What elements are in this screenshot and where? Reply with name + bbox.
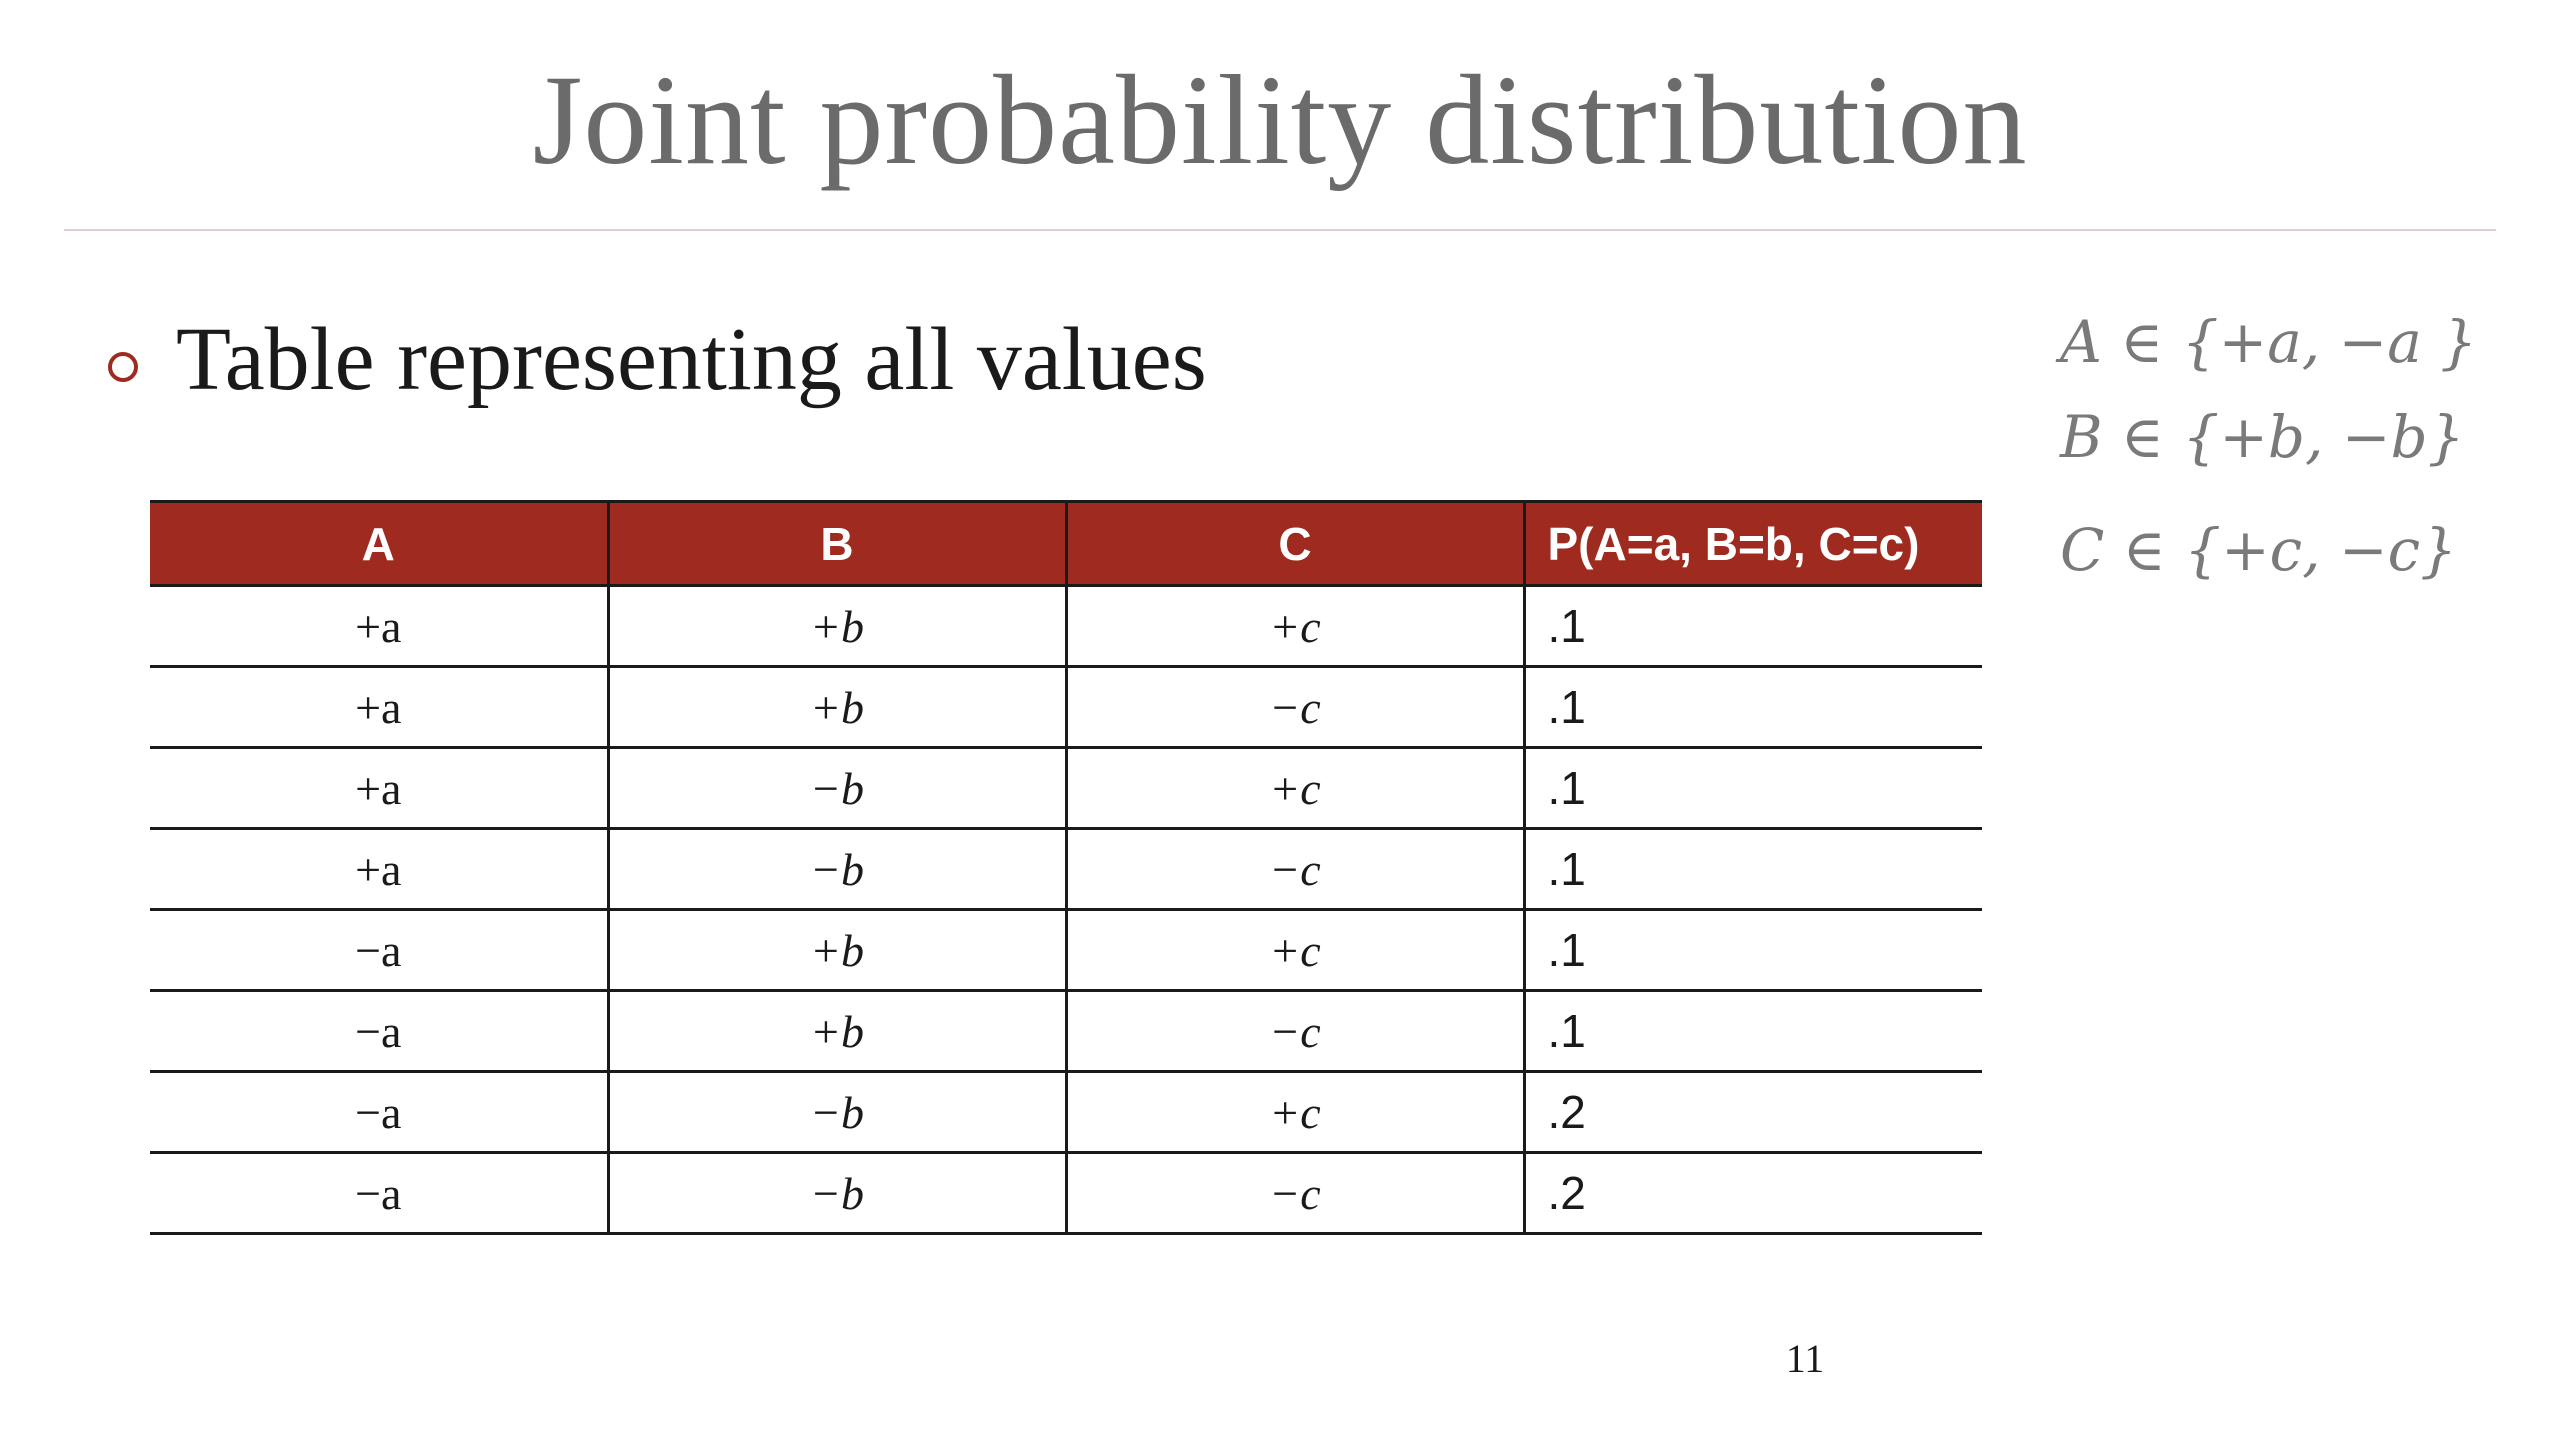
cell-b: −b (606, 1071, 1066, 1154)
table-row: −a +b −c .1 (150, 990, 1982, 1073)
cell-a: −a (150, 909, 608, 992)
table-row: −a −b −c .2 (150, 1152, 1982, 1235)
bullet-item: Table representing all values (108, 300, 1207, 420)
header-a: A (150, 500, 608, 587)
cell-b: +b (606, 585, 1066, 668)
domain-a: A ∈ {+a, −a } (2060, 308, 2478, 376)
domain-b: B ∈ {+b, −b} (2060, 403, 2465, 471)
cell-a: −a (150, 990, 608, 1073)
page-number: 11 (1785, 1336, 1825, 1381)
cell-c: −c (1064, 666, 1524, 749)
bullet-text: Table representing all values (176, 310, 1207, 409)
domain-c: C ∈ {+c, −c} (2060, 516, 2458, 584)
cell-probability: .1 (1522, 585, 1982, 668)
table-row: +a −b +c .1 (150, 747, 1982, 830)
cell-b: −b (606, 828, 1066, 911)
header-b: B (606, 500, 1066, 587)
cell-c: +c (1064, 1071, 1524, 1154)
cell-b: −b (606, 1152, 1066, 1235)
cell-c: +c (1064, 909, 1524, 992)
cell-probability: .1 (1522, 828, 1982, 911)
table-row: +a −b −c .1 (150, 828, 1982, 911)
cell-c: −c (1064, 1152, 1524, 1235)
table-header-row: A B C P(A=a, B=b, C=c) (150, 500, 1982, 587)
cell-c: +c (1064, 747, 1524, 830)
cell-a: +a (150, 585, 608, 668)
cell-probability: .1 (1522, 909, 1982, 992)
cell-a: +a (150, 747, 608, 830)
bullet-circle-icon (108, 352, 138, 382)
joint-probability-table: A B C P(A=a, B=b, C=c) +a +b +c .1 +a +b… (150, 500, 1982, 1235)
cell-probability: .1 (1522, 990, 1982, 1073)
table-row: −a −b +c .2 (150, 1071, 1982, 1154)
cell-probability: .1 (1522, 666, 1982, 749)
header-probability: P(A=a, B=b, C=c) (1522, 500, 1982, 587)
cell-a: +a (150, 828, 608, 911)
cell-probability: .1 (1522, 747, 1982, 830)
cell-c: −c (1064, 990, 1524, 1073)
slide-title: Joint probability distribution (532, 49, 2028, 191)
cell-a: −a (150, 1152, 608, 1235)
table-row: +a +b −c .1 (150, 666, 1982, 749)
cell-b: +b (606, 909, 1066, 992)
title-divider (64, 229, 2496, 231)
cell-a: −a (150, 1071, 608, 1154)
cell-b: +b (606, 666, 1066, 749)
cell-probability: .2 (1522, 1152, 1982, 1235)
cell-b: −b (606, 747, 1066, 830)
table-row: +a +b +c .1 (150, 585, 1982, 668)
cell-c: −c (1064, 828, 1524, 911)
cell-c: +c (1064, 585, 1524, 668)
cell-a: +a (150, 666, 608, 749)
cell-probability: .2 (1522, 1071, 1982, 1154)
header-c: C (1064, 500, 1524, 587)
cell-b: +b (606, 990, 1066, 1073)
table-row: −a +b +c .1 (150, 909, 1982, 992)
